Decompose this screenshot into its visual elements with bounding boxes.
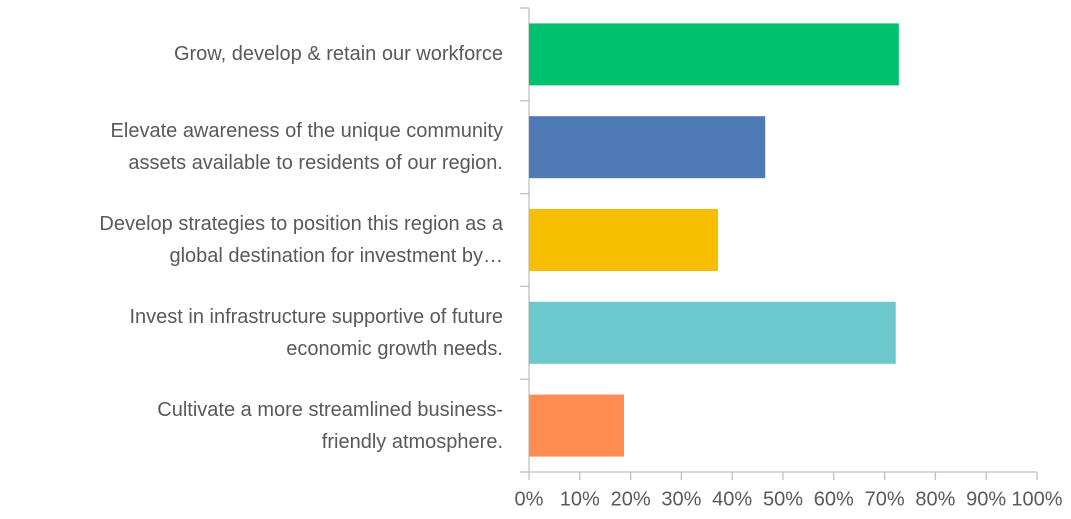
bar (529, 209, 718, 271)
category-label: Grow, develop & retain our workforce (173, 43, 503, 66)
category-label: Invest in infrastructure supportive of f… (129, 305, 503, 360)
x-tick-label: 30% (661, 488, 701, 510)
x-tick-label: 50% (763, 488, 803, 510)
x-tick-label: 80% (915, 488, 955, 510)
category-label: Cultivate a more streamlined business- f… (157, 398, 503, 453)
x-tick-label: 70% (865, 488, 905, 510)
x-tick-label: 10% (560, 488, 600, 510)
x-tick-label: 40% (712, 488, 752, 510)
x-tick-label: 90% (966, 488, 1006, 510)
category-label: Elevate awareness of the unique communit… (110, 120, 503, 175)
category-label: Develop strategies to position this regi… (99, 213, 503, 267)
x-tick-label: 100% (1011, 488, 1062, 510)
x-tick-label: 0% (515, 488, 544, 510)
bar (529, 116, 766, 179)
x-tick-label: 20% (611, 488, 651, 510)
bar (529, 23, 899, 86)
x-tick-label: 60% (814, 488, 854, 510)
bar (529, 301, 896, 364)
bar (529, 394, 624, 457)
